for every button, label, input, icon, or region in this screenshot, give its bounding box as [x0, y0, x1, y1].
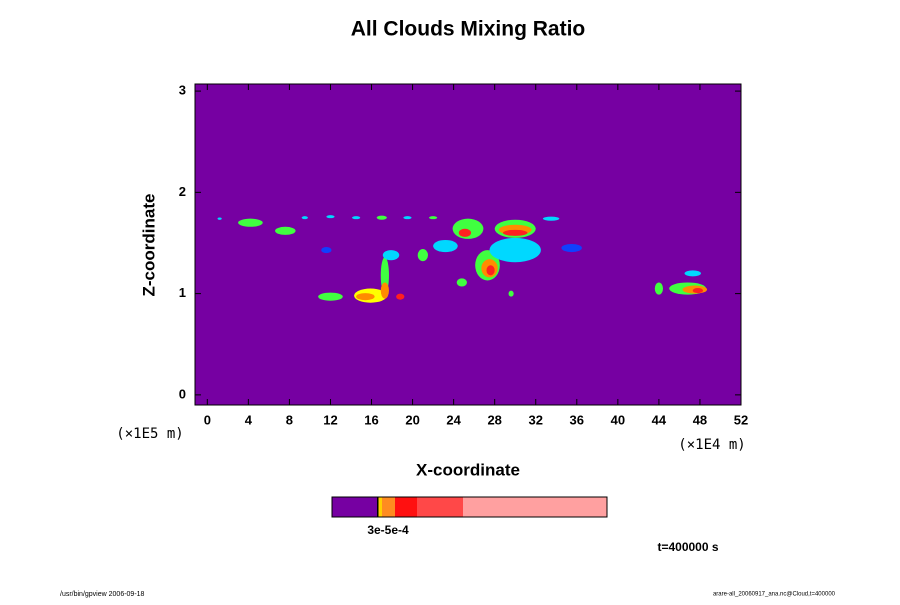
cloud-region [238, 218, 263, 227]
cloud-region [458, 228, 472, 237]
cloud-region [380, 282, 389, 299]
x-tick-label: 24 [446, 412, 461, 427]
x-tick-label: 0 [204, 412, 211, 427]
x-tick-label: 36 [570, 412, 584, 427]
cloud-region [356, 293, 375, 301]
cloud-region [301, 216, 308, 220]
x-tick-label: 8 [286, 412, 293, 427]
chart-title: All Clouds Mixing Ratio [351, 18, 586, 41]
cloud-region [382, 250, 400, 261]
cloud-region [321, 247, 332, 254]
x-tick-label: 48 [693, 412, 707, 427]
cloud-region [352, 216, 361, 220]
colorbar-segment [332, 497, 377, 517]
cloud-region [486, 265, 495, 276]
x-tick-label: 16 [364, 412, 378, 427]
cloud-region [542, 216, 560, 221]
colorbar-segment [377, 497, 379, 517]
cloud-region [502, 229, 528, 236]
x-tick-label: 32 [529, 412, 543, 427]
colorbar-segment [417, 497, 463, 517]
colorbar-segment [463, 497, 607, 517]
colorbar-segment [378, 497, 382, 517]
cloud-region [396, 293, 405, 300]
cloud-region [456, 278, 467, 287]
colorbar-frame [331, 496, 608, 518]
cloud-region [403, 216, 412, 220]
colorbar-segment [382, 497, 395, 517]
x-tick-label: 40 [611, 412, 625, 427]
x-tick-label: 20 [405, 412, 419, 427]
cloud-region [417, 249, 428, 262]
time-label: t=400000 s [657, 540, 718, 554]
cloud-region [275, 226, 296, 235]
field-background [195, 84, 741, 405]
x-tick-label: 12 [323, 412, 337, 427]
y-axis-label: Z-coordinate [139, 194, 158, 297]
cloud-region [508, 290, 514, 297]
cloud-region [433, 239, 458, 253]
footer-right: arare-all_20060917_ana.nc@Cloud,t=400000 [713, 592, 836, 598]
x-axis-label: X-coordinate [416, 460, 520, 479]
colorbar-segment [395, 497, 417, 517]
cloud-region [376, 215, 387, 220]
x-tick-label: 28 [487, 412, 501, 427]
y-tick-label: 1 [179, 285, 186, 300]
y-tick-label: 0 [179, 386, 186, 401]
x-tick-label: 52 [734, 412, 748, 427]
x-tick-label: 44 [652, 412, 667, 427]
plot-frame [194, 83, 742, 406]
cloud-region [561, 243, 582, 253]
colorbar-label: 3e-5e-4 [367, 523, 409, 537]
x-tick-label: 4 [245, 412, 253, 427]
cloud-region [326, 215, 335, 219]
cloud-region [217, 217, 222, 220]
cloud-region [692, 288, 704, 294]
x-unit: (×1E4 m) [678, 437, 745, 453]
cloud-region [654, 282, 663, 295]
y-tick-label: 3 [179, 83, 186, 98]
y-tick-label: 2 [179, 184, 186, 199]
cloud-region [684, 270, 701, 277]
y-unit: (×1E5 m) [116, 426, 183, 442]
footer-left: /usr/bin/gpview 2006-09-18 [60, 591, 145, 598]
cloud-region [429, 216, 438, 220]
cloud-region [318, 292, 343, 301]
cloud-region [489, 237, 541, 263]
